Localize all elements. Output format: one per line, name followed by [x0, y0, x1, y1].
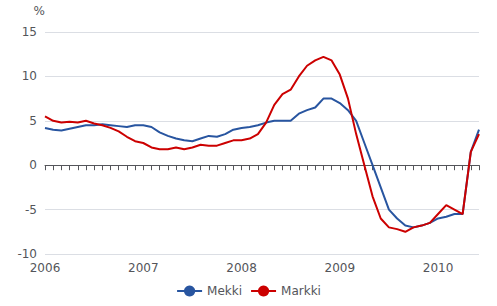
svg-text:2007: 2007 — [128, 261, 159, 275]
svg-text:-5: -5 — [25, 203, 37, 217]
svg-text:Markki: Markki — [281, 284, 321, 298]
svg-text:2008: 2008 — [226, 261, 257, 275]
svg-text:0: 0 — [29, 158, 37, 172]
svg-text:10: 10 — [22, 69, 37, 83]
svg-text:15: 15 — [22, 25, 37, 39]
svg-text:2009: 2009 — [325, 261, 356, 275]
svg-text:2010: 2010 — [423, 261, 454, 275]
svg-text:2006: 2006 — [30, 261, 61, 275]
svg-text:%: % — [34, 4, 45, 18]
svg-text:-10: -10 — [17, 247, 37, 261]
svg-text:Mekki: Mekki — [207, 284, 242, 298]
svg-text:5: 5 — [29, 114, 37, 128]
